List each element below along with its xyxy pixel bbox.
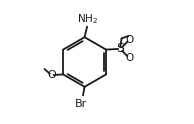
- Text: O: O: [125, 35, 133, 45]
- Text: Br: Br: [74, 99, 87, 109]
- Text: O: O: [47, 70, 56, 80]
- Text: S: S: [116, 43, 124, 55]
- Text: O: O: [125, 53, 133, 63]
- Text: NH$_2$: NH$_2$: [76, 12, 98, 26]
